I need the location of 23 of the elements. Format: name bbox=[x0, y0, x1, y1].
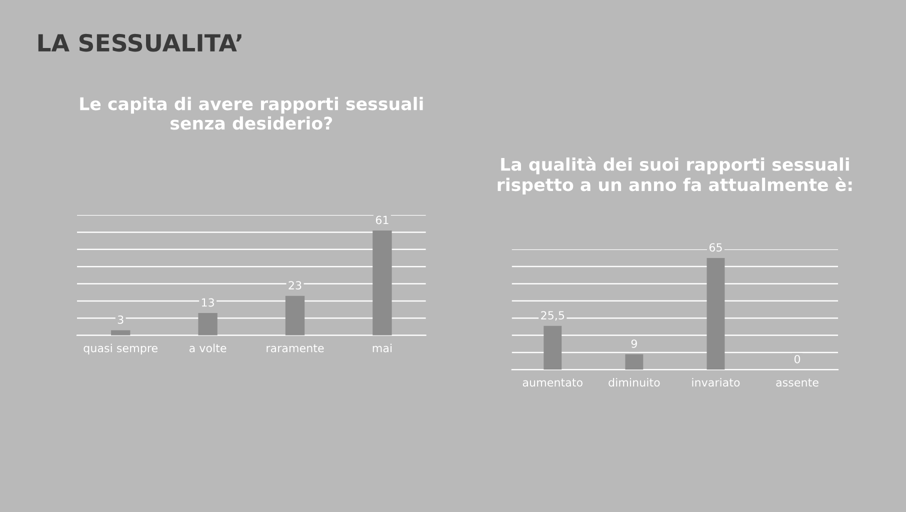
bar bbox=[285, 296, 305, 336]
bar bbox=[111, 330, 130, 336]
x-tick-label: quasi sempre bbox=[84, 344, 158, 354]
x-tick-label: raramente bbox=[266, 344, 324, 352]
x-tick-label: mai bbox=[372, 344, 392, 352]
data-label: 9 bbox=[631, 339, 637, 348]
data-label: 13 bbox=[202, 298, 214, 307]
chart-title: La qualità dei suoi rapporti sessuali rispetto a un anno fa attualmente è: bbox=[498, 156, 852, 195]
x-tick-label: invariato bbox=[692, 378, 740, 387]
x-tick-label: diminuito bbox=[608, 378, 660, 387]
x-tick-label: a volte bbox=[189, 344, 226, 352]
data-label: 65 bbox=[709, 243, 722, 252]
data-label: 3 bbox=[118, 315, 124, 324]
x-tick-label: aumentato bbox=[522, 378, 582, 387]
chart-title: Le capita di avere rapporti sessuali senza desiderio? bbox=[80, 96, 423, 130]
data-label: 61 bbox=[376, 216, 388, 224]
data-label: 23 bbox=[288, 281, 302, 290]
bar bbox=[372, 230, 392, 336]
text: LA SESSUALITA’ bbox=[38, 34, 242, 52]
x-tick-label: assente bbox=[776, 378, 818, 387]
data-label: 0 bbox=[794, 354, 800, 364]
data-label: 25,5 bbox=[541, 311, 564, 321]
bar bbox=[198, 313, 218, 336]
